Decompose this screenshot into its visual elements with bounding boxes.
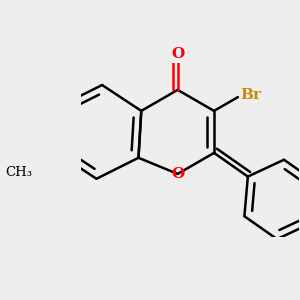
Text: O: O [171, 47, 184, 61]
Text: CH₃: CH₃ [6, 166, 33, 179]
Text: O: O [171, 167, 184, 181]
Text: Br: Br [241, 88, 262, 102]
